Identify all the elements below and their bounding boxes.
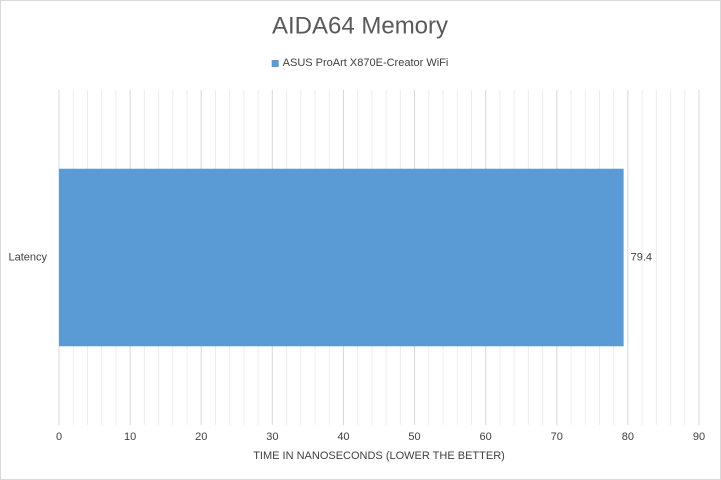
x-tick-label: 50 — [408, 431, 420, 443]
x-tick-label: 10 — [124, 431, 136, 443]
x-axis-title: TIME IN NANOSECONDS (LOWER THE BETTER) — [253, 450, 505, 462]
x-tick-label: 70 — [551, 431, 563, 443]
x-tick-label: 30 — [266, 431, 278, 443]
x-tick-label: 80 — [622, 431, 634, 443]
x-tick-label: 0 — [56, 431, 62, 443]
legend-swatch — [271, 60, 279, 67]
x-tick-label: 20 — [195, 431, 207, 443]
x-tick-label: 60 — [480, 431, 492, 443]
x-tick-label: 90 — [693, 431, 705, 443]
bar — [59, 168, 624, 347]
chart-title: AIDA64 Memory — [272, 12, 448, 39]
value-label: 79.4 — [631, 251, 652, 263]
x-tick-label: 40 — [337, 431, 349, 443]
legend-label: ASUS ProArt X870E-Creator WiFi — [283, 57, 449, 69]
y-tick-label: Latency — [8, 251, 47, 263]
